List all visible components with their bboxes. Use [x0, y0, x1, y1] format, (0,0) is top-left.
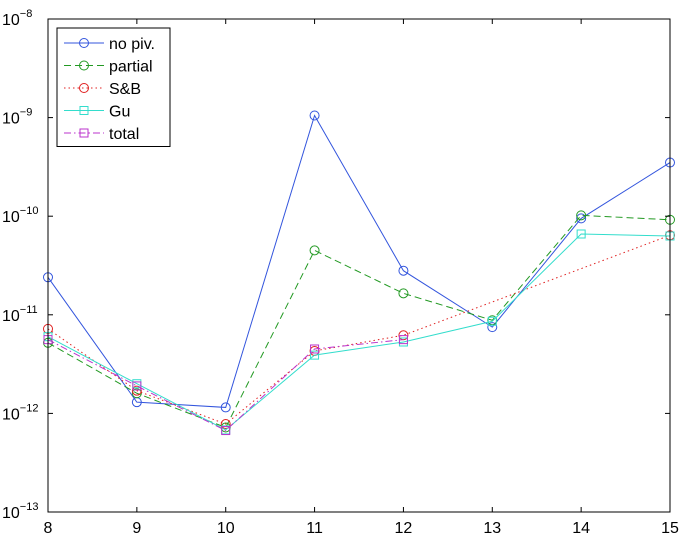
- axes-layer: 8 9 10 11 12 13 14 1510−1310−1210−1110−1010−910…: [2, 8, 679, 534]
- data-point: [310, 350, 320, 360]
- legend-marker: [79, 83, 89, 93]
- y-tick-label: 10−8: [2, 8, 32, 29]
- data-point: [220, 419, 231, 430]
- data-point: [398, 335, 408, 345]
- y-tick-base: 10: [2, 406, 20, 423]
- y-tick-label: 10−13: [2, 501, 38, 522]
- x-tick-label: 13: [483, 520, 501, 534]
- y-tick-base: 10: [2, 308, 20, 325]
- data-point: [310, 344, 320, 354]
- y-tick-base: 10: [2, 111, 20, 128]
- data-point: [309, 245, 320, 256]
- data-point: [398, 288, 409, 299]
- y-tick-base: 10: [2, 505, 20, 522]
- legend-marker: [79, 38, 89, 48]
- legend: no piv. partial S&B Gu total: [56, 27, 171, 147]
- legend-box: [56, 27, 171, 147]
- x-tick-label: 9: [132, 520, 141, 534]
- data-point: [221, 426, 231, 436]
- data-point: [487, 316, 497, 326]
- x-tick-label: 11: [306, 520, 323, 534]
- data-point: [487, 322, 498, 333]
- data-point: [398, 265, 409, 276]
- data-point: [576, 213, 587, 224]
- y-tick-exponent: −10: [20, 205, 39, 217]
- y-tick-label: 10−9: [2, 107, 32, 128]
- y-tick-base: 10: [2, 209, 20, 226]
- plot-frame: [47, 18, 671, 513]
- y-tick-exponent: −12: [20, 402, 39, 414]
- data-point: [131, 388, 142, 399]
- legend-label: partial: [109, 59, 153, 76]
- legend-label: S&B: [109, 81, 141, 98]
- data-point: [132, 381, 142, 391]
- y-tick-base: 10: [2, 12, 20, 29]
- legend-label: Gu: [109, 104, 130, 121]
- legend-marker: [79, 128, 89, 138]
- x-tick-label: 15: [661, 520, 679, 534]
- series-layer: [43, 110, 675, 436]
- series-line: [47, 214, 671, 429]
- data-point: [131, 385, 142, 396]
- data-point: [576, 229, 586, 239]
- y-tick-exponent: −8: [20, 8, 33, 20]
- y-tick-exponent: −11: [20, 304, 38, 316]
- legend-label: total: [109, 126, 139, 143]
- legend-marker: [79, 106, 89, 115]
- data-point: [220, 402, 231, 413]
- x-tick-label: 14: [572, 520, 590, 534]
- legend-marker: [79, 60, 89, 71]
- x-tick-label: 12: [395, 520, 413, 534]
- legend-label: no piv.: [109, 36, 155, 53]
- data-point: [309, 110, 320, 121]
- y-tick-label: 10−12: [2, 402, 38, 423]
- y-tick-exponent: −9: [20, 107, 33, 119]
- data-point: [576, 210, 587, 221]
- y-tick-label: 10−11: [2, 304, 38, 325]
- y-tick-label: 10−10: [2, 205, 38, 226]
- x-tick-label: 8: [44, 520, 53, 534]
- series-line: [47, 233, 671, 431]
- x-tick-label: 10: [217, 520, 235, 534]
- series-line: [47, 114, 671, 408]
- series-line: [47, 339, 404, 432]
- y-tick-exponent: −13: [20, 501, 39, 513]
- series-line: [47, 234, 671, 425]
